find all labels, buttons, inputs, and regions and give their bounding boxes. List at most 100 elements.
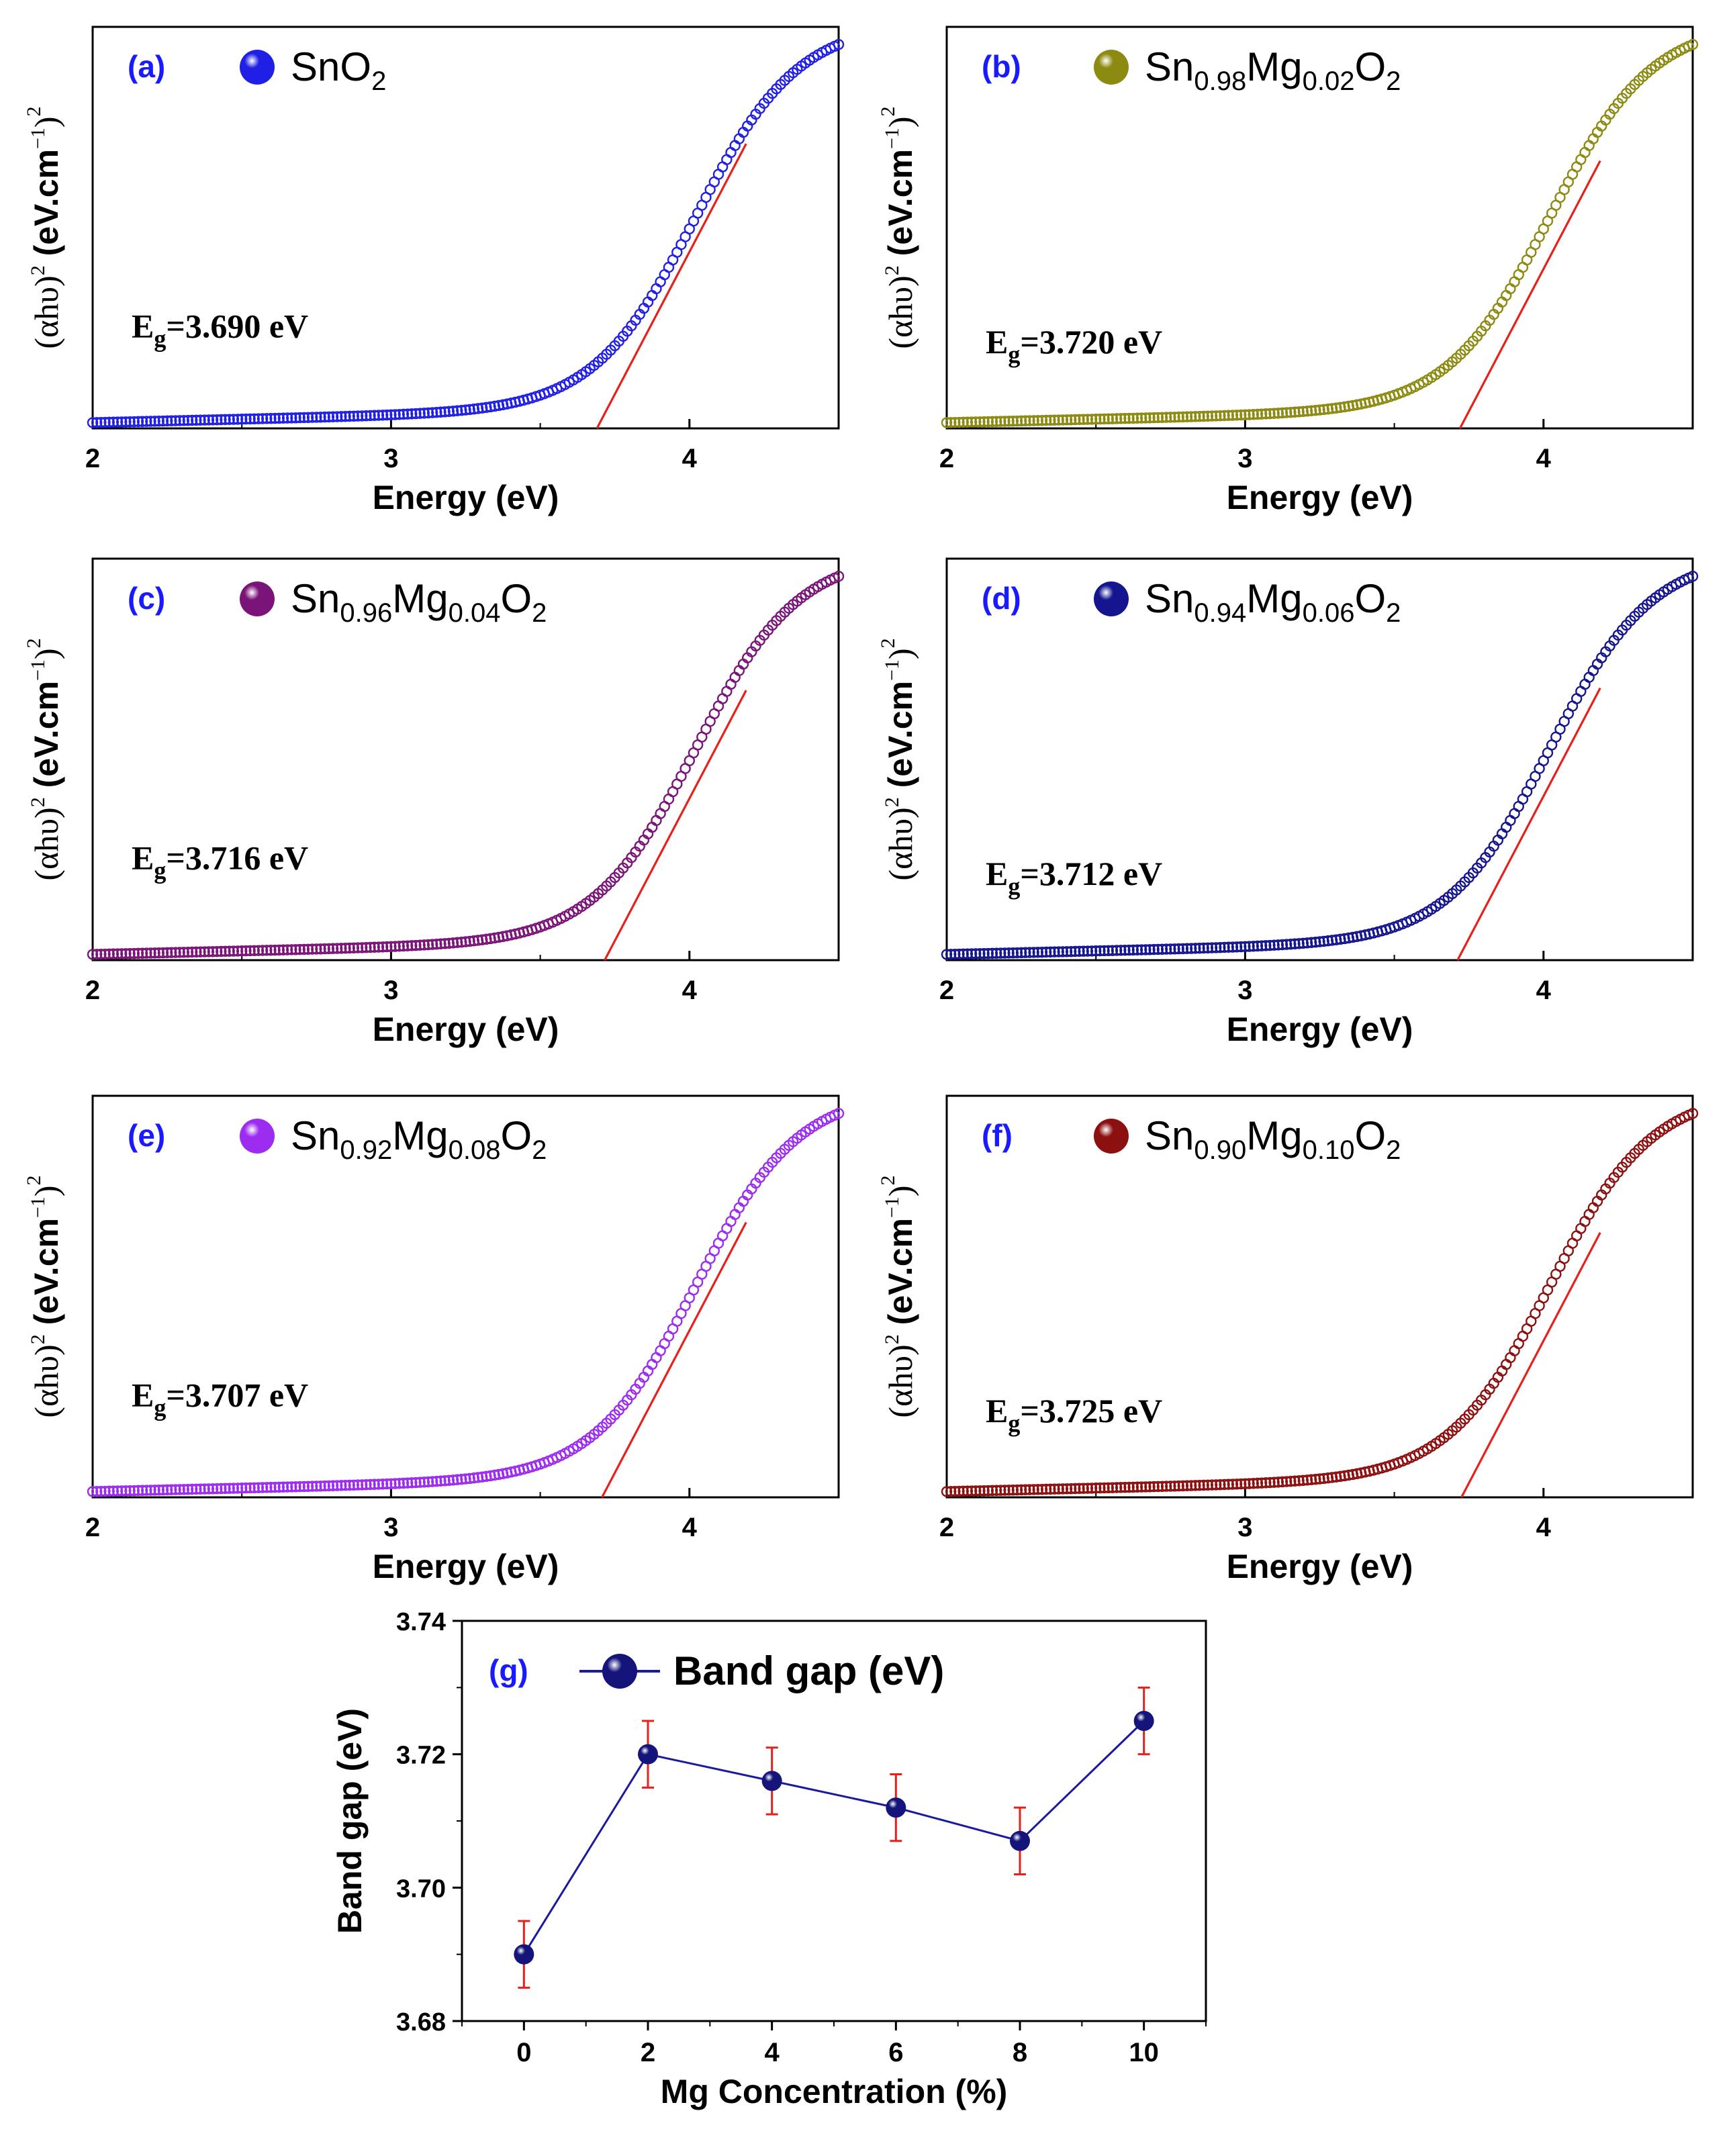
data-point [128,1485,140,1497]
data-point [1123,1481,1135,1493]
data-point [1343,932,1354,944]
data-point [1140,1481,1152,1493]
data-point [1024,415,1035,426]
x-tick-label: 0 [516,2038,531,2067]
data-point [1123,412,1135,424]
eg-subscript: g [154,1394,166,1421]
data-point [211,945,223,957]
data-point [186,946,198,958]
data-point [1280,939,1293,950]
data-point [1194,942,1205,954]
y-axis-label: Band gap (eV) [331,1708,369,1934]
tangent-fit-line [1458,160,1601,429]
data-point [236,945,248,957]
data-point [514,1944,534,1965]
data-point [365,410,376,422]
data-point [1190,411,1201,422]
data-point [402,940,414,951]
y-label-sup: 2 [23,1175,45,1185]
data-point [995,947,1006,959]
data-point [240,1482,252,1494]
data-point [431,938,442,950]
data-point [1135,412,1147,424]
data-point [256,413,269,424]
data-point [1285,406,1297,418]
data-point [256,945,269,956]
band-gap-annotation: Eg=3.720 eV [986,323,1162,368]
data-point [1260,1477,1272,1489]
panel-label: (c) [128,581,165,616]
data-point [377,410,389,421]
data-point [1032,947,1043,958]
data-point [468,1472,480,1484]
data-point [161,1484,173,1496]
data-point [1140,412,1152,424]
data-point [472,1472,484,1483]
data-point [1305,937,1317,948]
data-point [476,402,488,414]
data-point [170,1484,181,1495]
eg-subscript: g [1008,341,1020,368]
data-point [269,944,281,956]
data-point [953,1485,965,1497]
y-tick-label: 3.74 [396,1608,446,1636]
tangent-fit-line [1460,1232,1601,1498]
data-point [174,415,185,426]
data-point [186,1483,198,1495]
data-point [207,946,219,957]
data-point [352,1479,364,1491]
data-point [1144,944,1156,955]
data-point [1057,414,1069,426]
data-point [1107,1482,1119,1493]
data-point [489,1469,500,1481]
data-point [348,1479,360,1491]
x-tick-label: 3 [1237,444,1252,473]
data-point [1015,415,1027,427]
data-point [1202,410,1214,422]
data-point [447,937,459,949]
data-point [1318,1472,1329,1485]
data-point [111,1485,124,1497]
data-point [1314,936,1325,947]
y-axis-label: (αhυ)2 (eV.cm−1)2 [23,106,65,348]
eg-subscript: g [1008,873,1020,900]
data-point [373,1479,385,1490]
y-axis-label: (αhυ)2 (eV.cm−1)2 [877,1175,919,1417]
data-point [95,416,107,428]
data-point [1310,936,1321,948]
data-point [481,1470,492,1483]
data-point [361,941,372,953]
eg-E: E [132,1376,154,1413]
data-point [1086,414,1098,425]
data-point [1111,1482,1123,1493]
data-point [315,412,326,423]
data-series [941,1108,1699,1497]
data-point [941,949,953,960]
data-point [290,944,301,955]
data-series [87,1108,845,1497]
data-point [1264,939,1276,951]
data-point [957,1485,969,1497]
data-point [107,1485,120,1497]
data-point [1326,935,1338,946]
data-point [336,411,347,422]
data-point [319,943,330,955]
band-gap-annotation: Eg=3.725 eV [986,1392,1162,1437]
data-point [344,410,355,422]
data-point [1098,1482,1110,1494]
data-point [1040,1483,1052,1495]
data-point [402,408,414,420]
legend-text: Mg [1246,576,1302,621]
data-point [149,1485,160,1496]
data-point [331,1480,343,1491]
y-label-paren: ) [882,648,919,659]
data-point [1301,937,1313,949]
data-point [323,411,335,423]
data-point [468,935,480,947]
legend-marker-icon [240,1119,275,1154]
data-point [1260,940,1272,951]
data-point [481,402,492,414]
data-point [1239,1478,1251,1489]
data-point [120,1485,132,1497]
y-label-units: (eV.cm [28,1218,65,1334]
